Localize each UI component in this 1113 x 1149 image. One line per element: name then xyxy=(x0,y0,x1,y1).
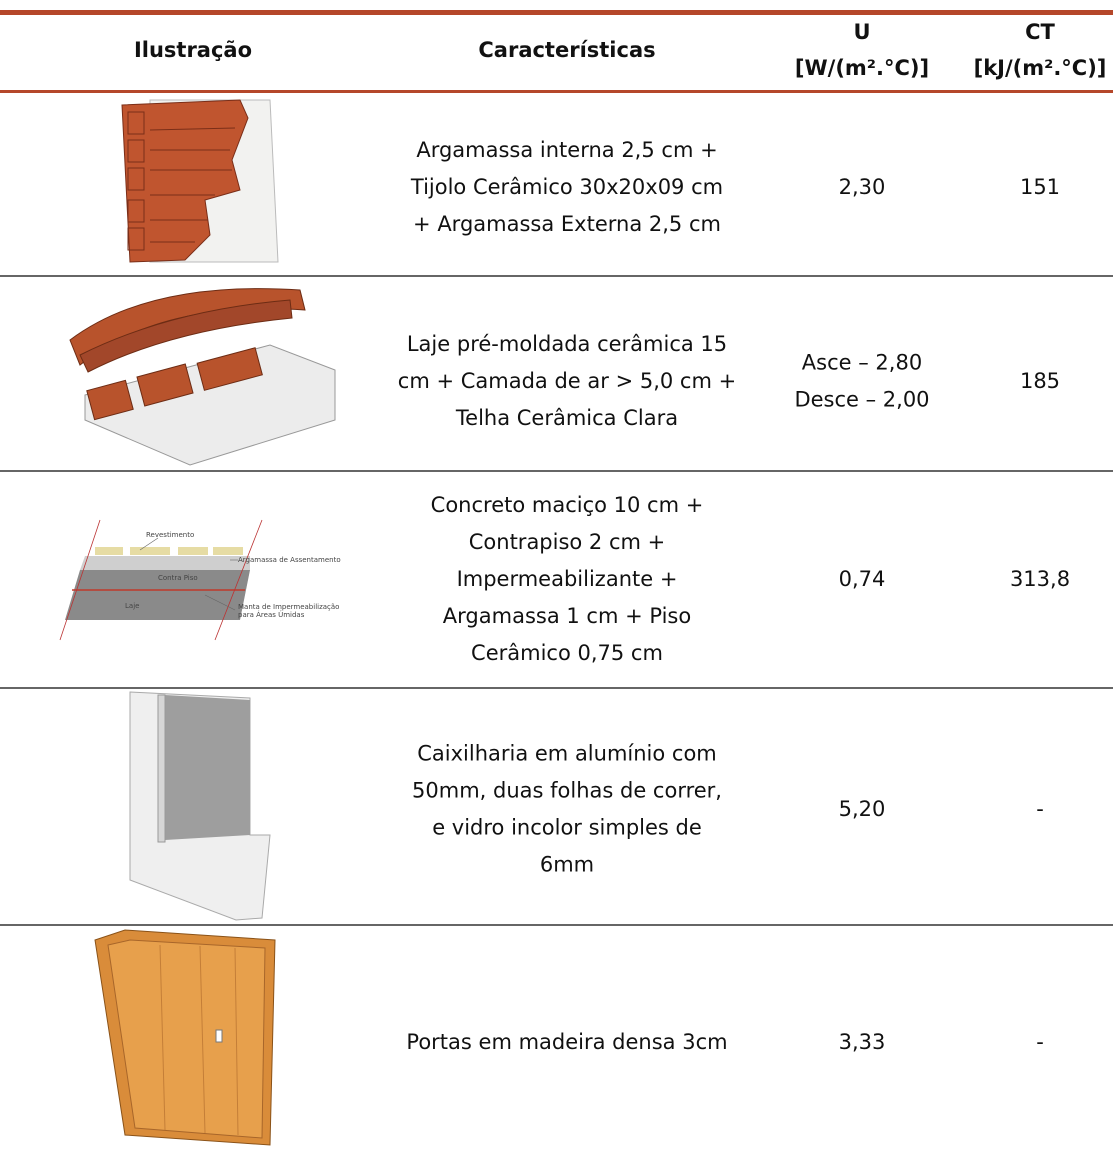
u-value-cell: 5,20 xyxy=(839,797,886,821)
door-illustration xyxy=(94,929,276,1146)
header-rule xyxy=(0,90,1113,93)
ct-value-cell: - xyxy=(1036,797,1044,821)
description-cell: Telha Cerâmica Clara xyxy=(455,406,678,430)
description-cell: Laje pré-moldada cerâmica 15 xyxy=(407,332,727,356)
header-cell: CT xyxy=(1025,20,1055,44)
description-cell: cm + Camada de ar > 5,0 cm + xyxy=(398,369,736,393)
ct-value-cell: 185 xyxy=(1020,369,1060,393)
header-cell: Ilustração xyxy=(134,38,252,62)
row-rules xyxy=(0,275,1113,926)
u-value-cell: 2,30 xyxy=(839,175,886,199)
description-cell: Cerâmico 0,75 cm xyxy=(471,641,663,665)
description-cell: Tijolo Cerâmico 30x20x09 cm xyxy=(410,175,723,199)
u-value-cell: Desce – 2,00 xyxy=(794,388,929,412)
description-cell: Argamassa interna 2,5 cm + xyxy=(416,138,717,162)
ct-value-cell: 313,8 xyxy=(1010,567,1070,591)
description-cell: + Argamassa Externa 2,5 cm xyxy=(413,212,721,236)
illustration-label: Laje xyxy=(125,602,139,610)
description-cell: e vidro incolor simples de xyxy=(432,816,702,840)
ct-value-cell: - xyxy=(1036,1030,1044,1054)
description-cell: Argamassa 1 cm + Piso xyxy=(443,604,691,628)
floor-illustration: Revestimento Argamassa de Assentamento C… xyxy=(59,519,341,641)
header-cell: [kJ/(m².°C)] xyxy=(974,56,1107,80)
illustration-label: Argamassa de Assentamento xyxy=(238,556,341,564)
illustration-label: Manta de Impermeabilização xyxy=(238,603,339,611)
u-value-cell: 3,33 xyxy=(839,1030,886,1054)
illustration-label: Revestimento xyxy=(146,531,194,539)
window-illustration xyxy=(129,691,271,921)
description-cell: Concreto maciço 10 cm + xyxy=(431,493,704,517)
description-cell: Contrapiso 2 cm + xyxy=(469,530,666,554)
u-value-cell: Asce – 2,80 xyxy=(802,351,922,375)
header-cell: U xyxy=(853,20,870,44)
description-cell: Caixilharia em alumínio com xyxy=(417,742,717,766)
illustration-label: para Áreas Úmidas xyxy=(238,610,305,619)
description-cell: 6mm xyxy=(540,853,594,877)
header-cell: Características xyxy=(478,38,655,62)
illustration-label: Contra Piso xyxy=(158,574,198,582)
description-cell: 50mm, duas folhas de correr, xyxy=(412,779,722,803)
ct-value-cell: 151 xyxy=(1020,175,1060,199)
description-cell: Impermeabilizante + xyxy=(457,567,678,591)
header-cell: [W/(m².°C)] xyxy=(795,56,929,80)
description-cell: Portas em madeira densa 3cm xyxy=(406,1030,727,1054)
u-value-cell: 0,74 xyxy=(839,567,886,591)
top-rule xyxy=(0,10,1113,15)
wall-illustration xyxy=(121,99,279,263)
roof-illustration xyxy=(69,288,336,466)
